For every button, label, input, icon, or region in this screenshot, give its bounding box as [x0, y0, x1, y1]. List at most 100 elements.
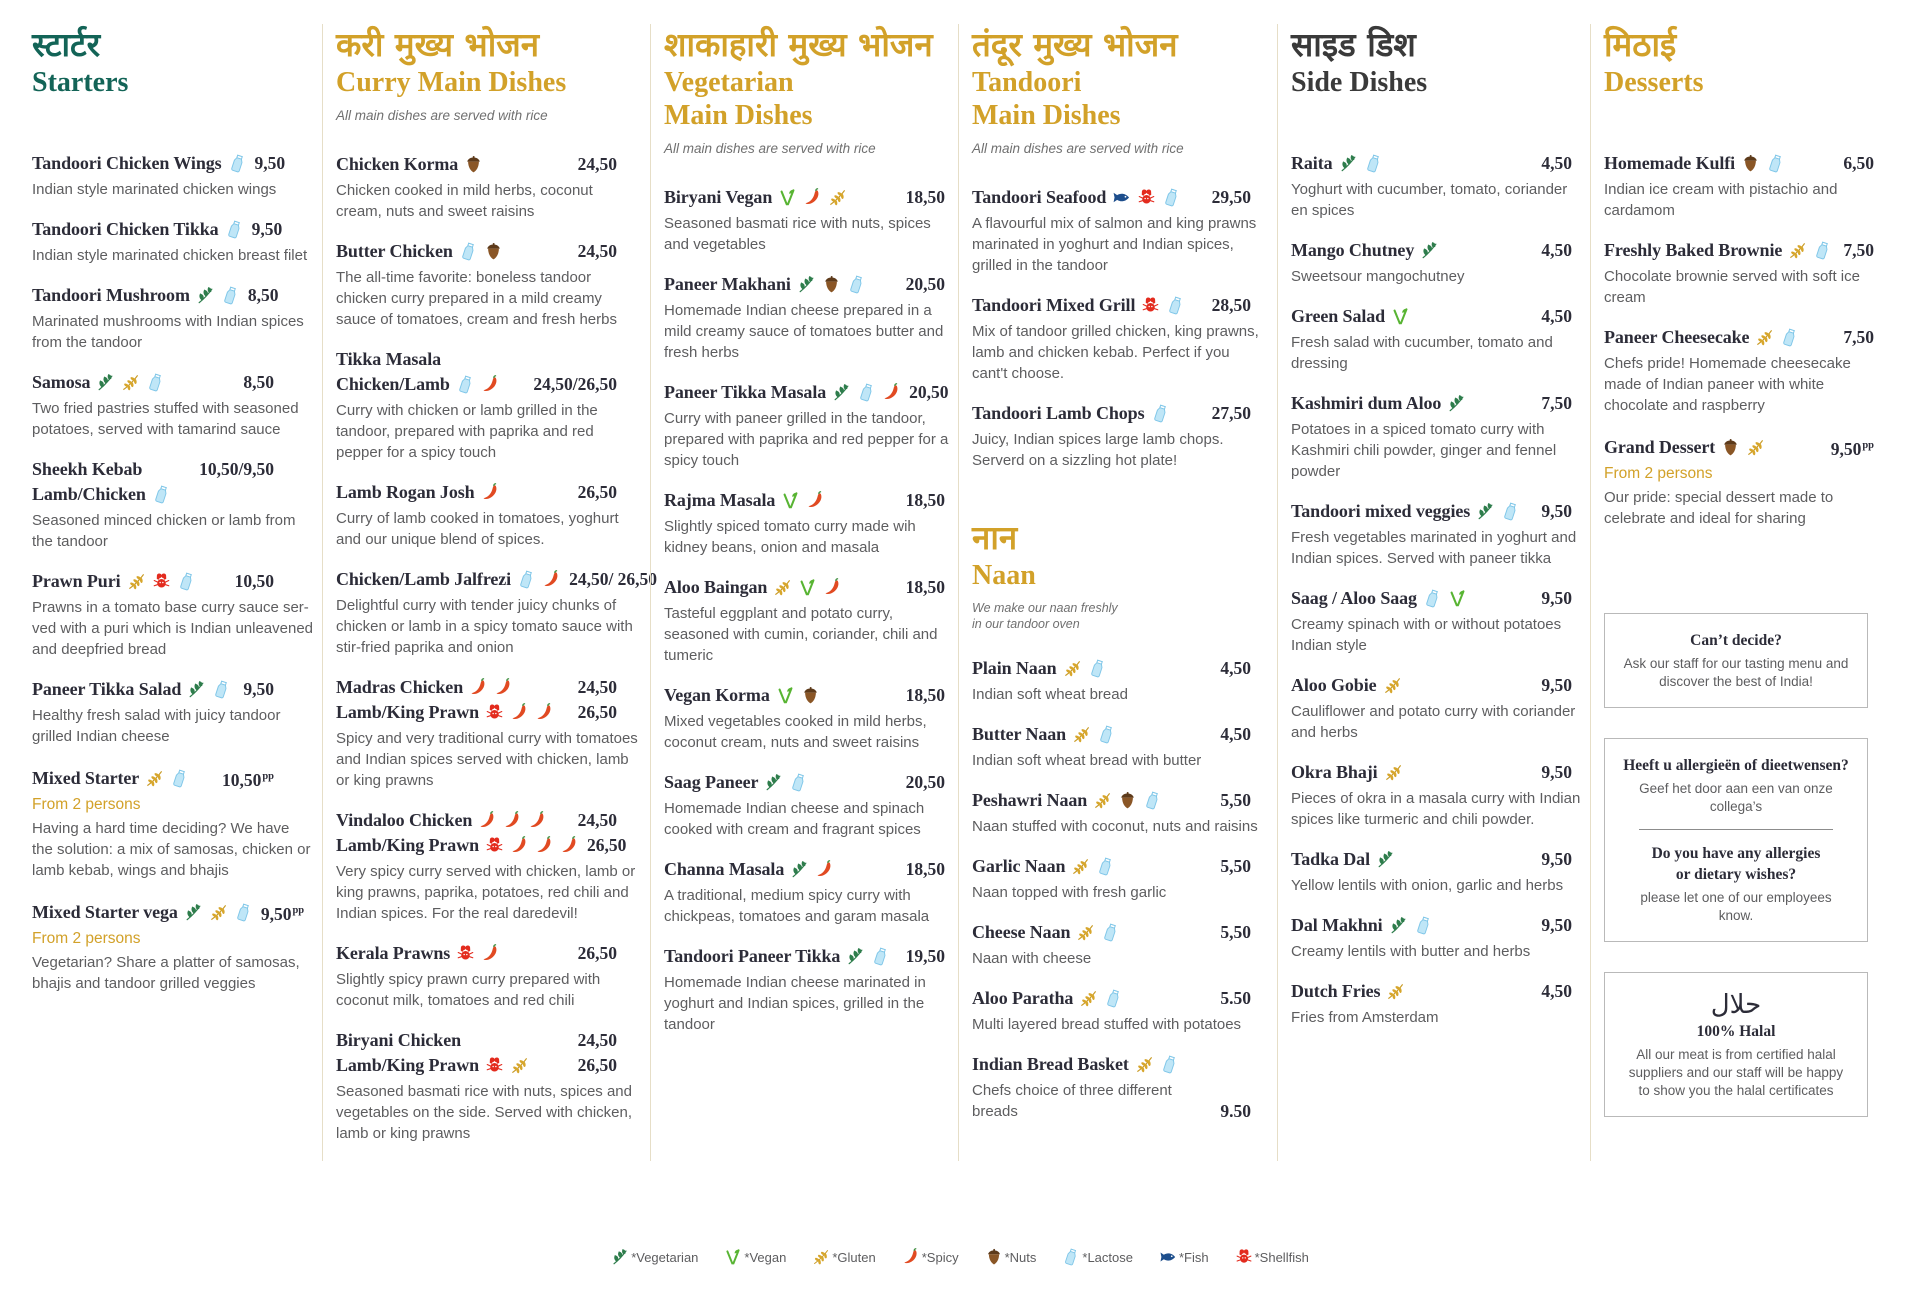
- lactose-icon: [1414, 916, 1433, 935]
- dish-name-row: Samosa 8,50: [32, 370, 314, 395]
- menu-item: Aloo Baingan 18,50 Tasteful eggplant and p…: [664, 575, 950, 666]
- dish-price-value: 9,50: [260, 903, 292, 924]
- gluten-icon: [1788, 241, 1807, 260]
- info-box-divider: [1639, 828, 1833, 830]
- dish-price-value: 26,50: [577, 1055, 617, 1075]
- vegan-icon: [1448, 589, 1467, 608]
- info-boxes: Can’t decide? Ask our staff for our tasti…: [1604, 612, 1882, 1117]
- dish-name-row: Mixed Starter vega 9,50pp: [32, 898, 314, 927]
- menu-item: Tandoori Mixed Grill 28,50 Mix of tandoor …: [972, 293, 1269, 384]
- lactose-icon: [857, 383, 876, 402]
- dish-name: Cheese Naan: [972, 922, 1071, 942]
- dish-name: Prawn Puri: [32, 571, 121, 591]
- menu-item: Biryani Chicken 24,50 Lamb/King Prawn 26,50…: [336, 1028, 642, 1144]
- lactose-icon: [1096, 857, 1115, 876]
- section-heading-tandoori-main-dishes: तंदूर मुख्य भोजन Tandoori Main Dishes: [972, 24, 1269, 132]
- dish-price-value: 4,50: [1220, 658, 1251, 678]
- legend-label: *Vegan: [744, 1249, 787, 1265]
- dish-name-row: Grand Dessert 9,50pp: [1604, 433, 1882, 462]
- dish-name-row: Lamb/King Prawn 26,50: [336, 700, 642, 725]
- dish-name-row: Rajma Masala 18,50: [664, 488, 950, 513]
- dish-description: Mix of tandoor grilled chicken, king pra…: [972, 323, 1259, 382]
- dish-name-row: Chicken Korma 24,50: [336, 152, 642, 177]
- dish-price-value: 20,50: [905, 772, 945, 792]
- dish-name: Madras Chicken: [336, 677, 464, 697]
- info-box-title: Do you have any allergies or dietary wis…: [1651, 844, 1821, 883]
- dish-price: 18,50: [898, 488, 945, 513]
- dish-name: Grand Dessert: [1604, 436, 1716, 457]
- lactose-icon: [1160, 1055, 1179, 1074]
- menu-item: Mixed Starter vega 9,50pp From 2 persons Ve…: [32, 898, 314, 994]
- menu-item: Channa Masala 18,50 A traditional, medium …: [664, 857, 950, 927]
- gluten-icon: [1746, 438, 1765, 457]
- section-title-english: Vegetarian Main Dishes: [664, 67, 813, 131]
- dish-description: Yellow lentils with onion, garlic and he…: [1291, 877, 1564, 894]
- dish-name: Paneer Tikka Masala: [664, 382, 827, 402]
- dish-description: Cauliflower and potato curry with corian…: [1291, 703, 1576, 741]
- dish-price: 7,50: [1835, 325, 1874, 350]
- shellfish-icon: [1137, 188, 1156, 207]
- dish-price-value: 19,50: [905, 946, 945, 966]
- spicy-icon: [803, 188, 822, 207]
- dish-price: 9,50: [247, 151, 286, 176]
- dish-name: Samosa: [32, 372, 91, 392]
- menu-item: Tandoori Chicken Tikka 9,50 Indian style m…: [32, 217, 314, 266]
- dish-price-value: 4,50: [1541, 306, 1572, 326]
- dish-name: Paneer Cheesecake: [1604, 327, 1750, 347]
- dish-name-row: Biryani Vegan 18,50: [664, 185, 950, 210]
- nuts-icon: [484, 242, 503, 261]
- dish-name-row: Paneer Tikka Masala 20,50: [664, 380, 950, 405]
- dish-name-row: Paneer Tikka Salad 9,50: [32, 677, 314, 702]
- lactose-icon: [170, 769, 189, 788]
- dish-description: Indian style marinated chicken breast fi…: [32, 247, 308, 264]
- vegetarian-icon: [1476, 502, 1495, 521]
- dish-price: 24,50: [570, 675, 617, 700]
- dish-name-row: Kerala Prawns 26,50: [336, 941, 642, 966]
- spicy-icon: [481, 375, 500, 394]
- dish-name-row: Paneer Makhani 20,50: [664, 272, 950, 297]
- spicy-icon: [560, 836, 579, 855]
- gluten-icon: [1093, 791, 1112, 810]
- lactose-icon: [234, 903, 253, 922]
- dish-name: Mixed Starter vega: [32, 901, 178, 922]
- dish-name: Chicken Korma: [336, 154, 459, 174]
- dish-name: Freshly Baked Brownie: [1604, 240, 1783, 260]
- legend-item: *Vegetarian: [611, 1248, 698, 1266]
- spicy-icon: [469, 678, 488, 697]
- dish-price-value: 10,50: [221, 769, 262, 790]
- dish-name-row: Okra Bhaji 9,50: [1291, 760, 1582, 785]
- dish-description: Prawns in a tomato base curry sauce ser-…: [32, 599, 314, 658]
- dish-price-value: 9,50: [1541, 849, 1572, 869]
- legend-item: *Gluten: [812, 1248, 876, 1266]
- dish-name-row: Peshawri Naan 5,50: [972, 788, 1269, 813]
- spicy-icon: [882, 383, 901, 402]
- section-note: We make our naan freshly in our tandoor …: [972, 601, 1118, 631]
- dish-name: Biryani Chicken: [336, 1030, 462, 1050]
- dish-description: Yoghurt with cucumber, tomato, coriander…: [1291, 181, 1568, 219]
- dish-description: Curry with chicken or lamb grilled in th…: [336, 402, 598, 461]
- dish-name: Lamb/King Prawn: [336, 835, 480, 855]
- dish-description: Homemade Indian cheese and spinach cooke…: [664, 800, 925, 838]
- dish-name: Dal Makhni: [1291, 915, 1383, 935]
- menu-item: Chicken Korma 24,50 Chicken cooked in mild…: [336, 152, 642, 222]
- dish-price: 18,50: [898, 185, 945, 210]
- menu-item: Grand Dessert 9,50pp From 2 persons Our pri…: [1604, 433, 1882, 529]
- legend-label: *Fish: [1178, 1249, 1209, 1265]
- shellfish-icon: [456, 944, 475, 963]
- dish-price: 26,50: [570, 700, 617, 725]
- dish-price: 18,50: [898, 575, 945, 600]
- menu-item: Peshawri Naan 5,50 Naan stuffed with cocon…: [972, 788, 1269, 837]
- vegetarian-icon: [832, 383, 851, 402]
- dish-price-value: 5,50: [1220, 922, 1251, 942]
- menu-item: Rajma Masala 18,50 Slightly spiced tomato …: [664, 488, 950, 558]
- lactose-icon: [459, 242, 478, 261]
- dish-description: Sweetsour mangochutney: [1291, 268, 1465, 285]
- dish-name-row: Chicken/Lamb Jalfrezi 24,50/ 26,50: [336, 567, 657, 592]
- dish-description: A traditional, medium spicy curry with c…: [664, 887, 930, 925]
- menu-item: Homemade Kulfi 6,50 Indian ice cream with …: [1604, 151, 1882, 221]
- dish-description: Our pride: special dessert made to celeb…: [1604, 488, 1834, 527]
- dish-name: Tandoori Seafood: [972, 187, 1107, 207]
- vegetarian-icon: [1420, 241, 1439, 260]
- vegan-icon: [798, 578, 817, 597]
